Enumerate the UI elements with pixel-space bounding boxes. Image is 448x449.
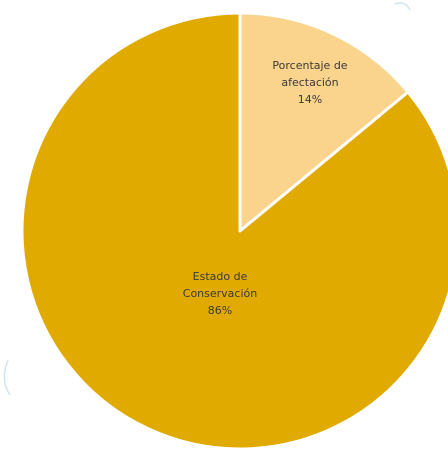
slice-name-line-1: Porcentaje de	[272, 59, 348, 72]
slice-name-line-2: afectación	[281, 76, 339, 89]
slice-label-porcentaje: Porcentaje de afectación 14%	[250, 57, 370, 108]
slice-value-label: 14%	[297, 93, 323, 106]
slice-name-line-2: Conservación	[182, 287, 258, 300]
pie-slice-0	[238, 11, 410, 233]
pie-slice-1	[20, 11, 448, 449]
slice-label-estado: Estado de Conservación 86%	[160, 268, 280, 319]
decor-curve-left	[3, 359, 11, 396]
slices-group	[20, 11, 448, 449]
slice-name-line-1: Estado de	[192, 270, 248, 283]
decor-curve-top-right	[394, 2, 411, 11]
background-decoration	[3, 2, 411, 396]
slice-value-label: 86%	[207, 304, 233, 317]
